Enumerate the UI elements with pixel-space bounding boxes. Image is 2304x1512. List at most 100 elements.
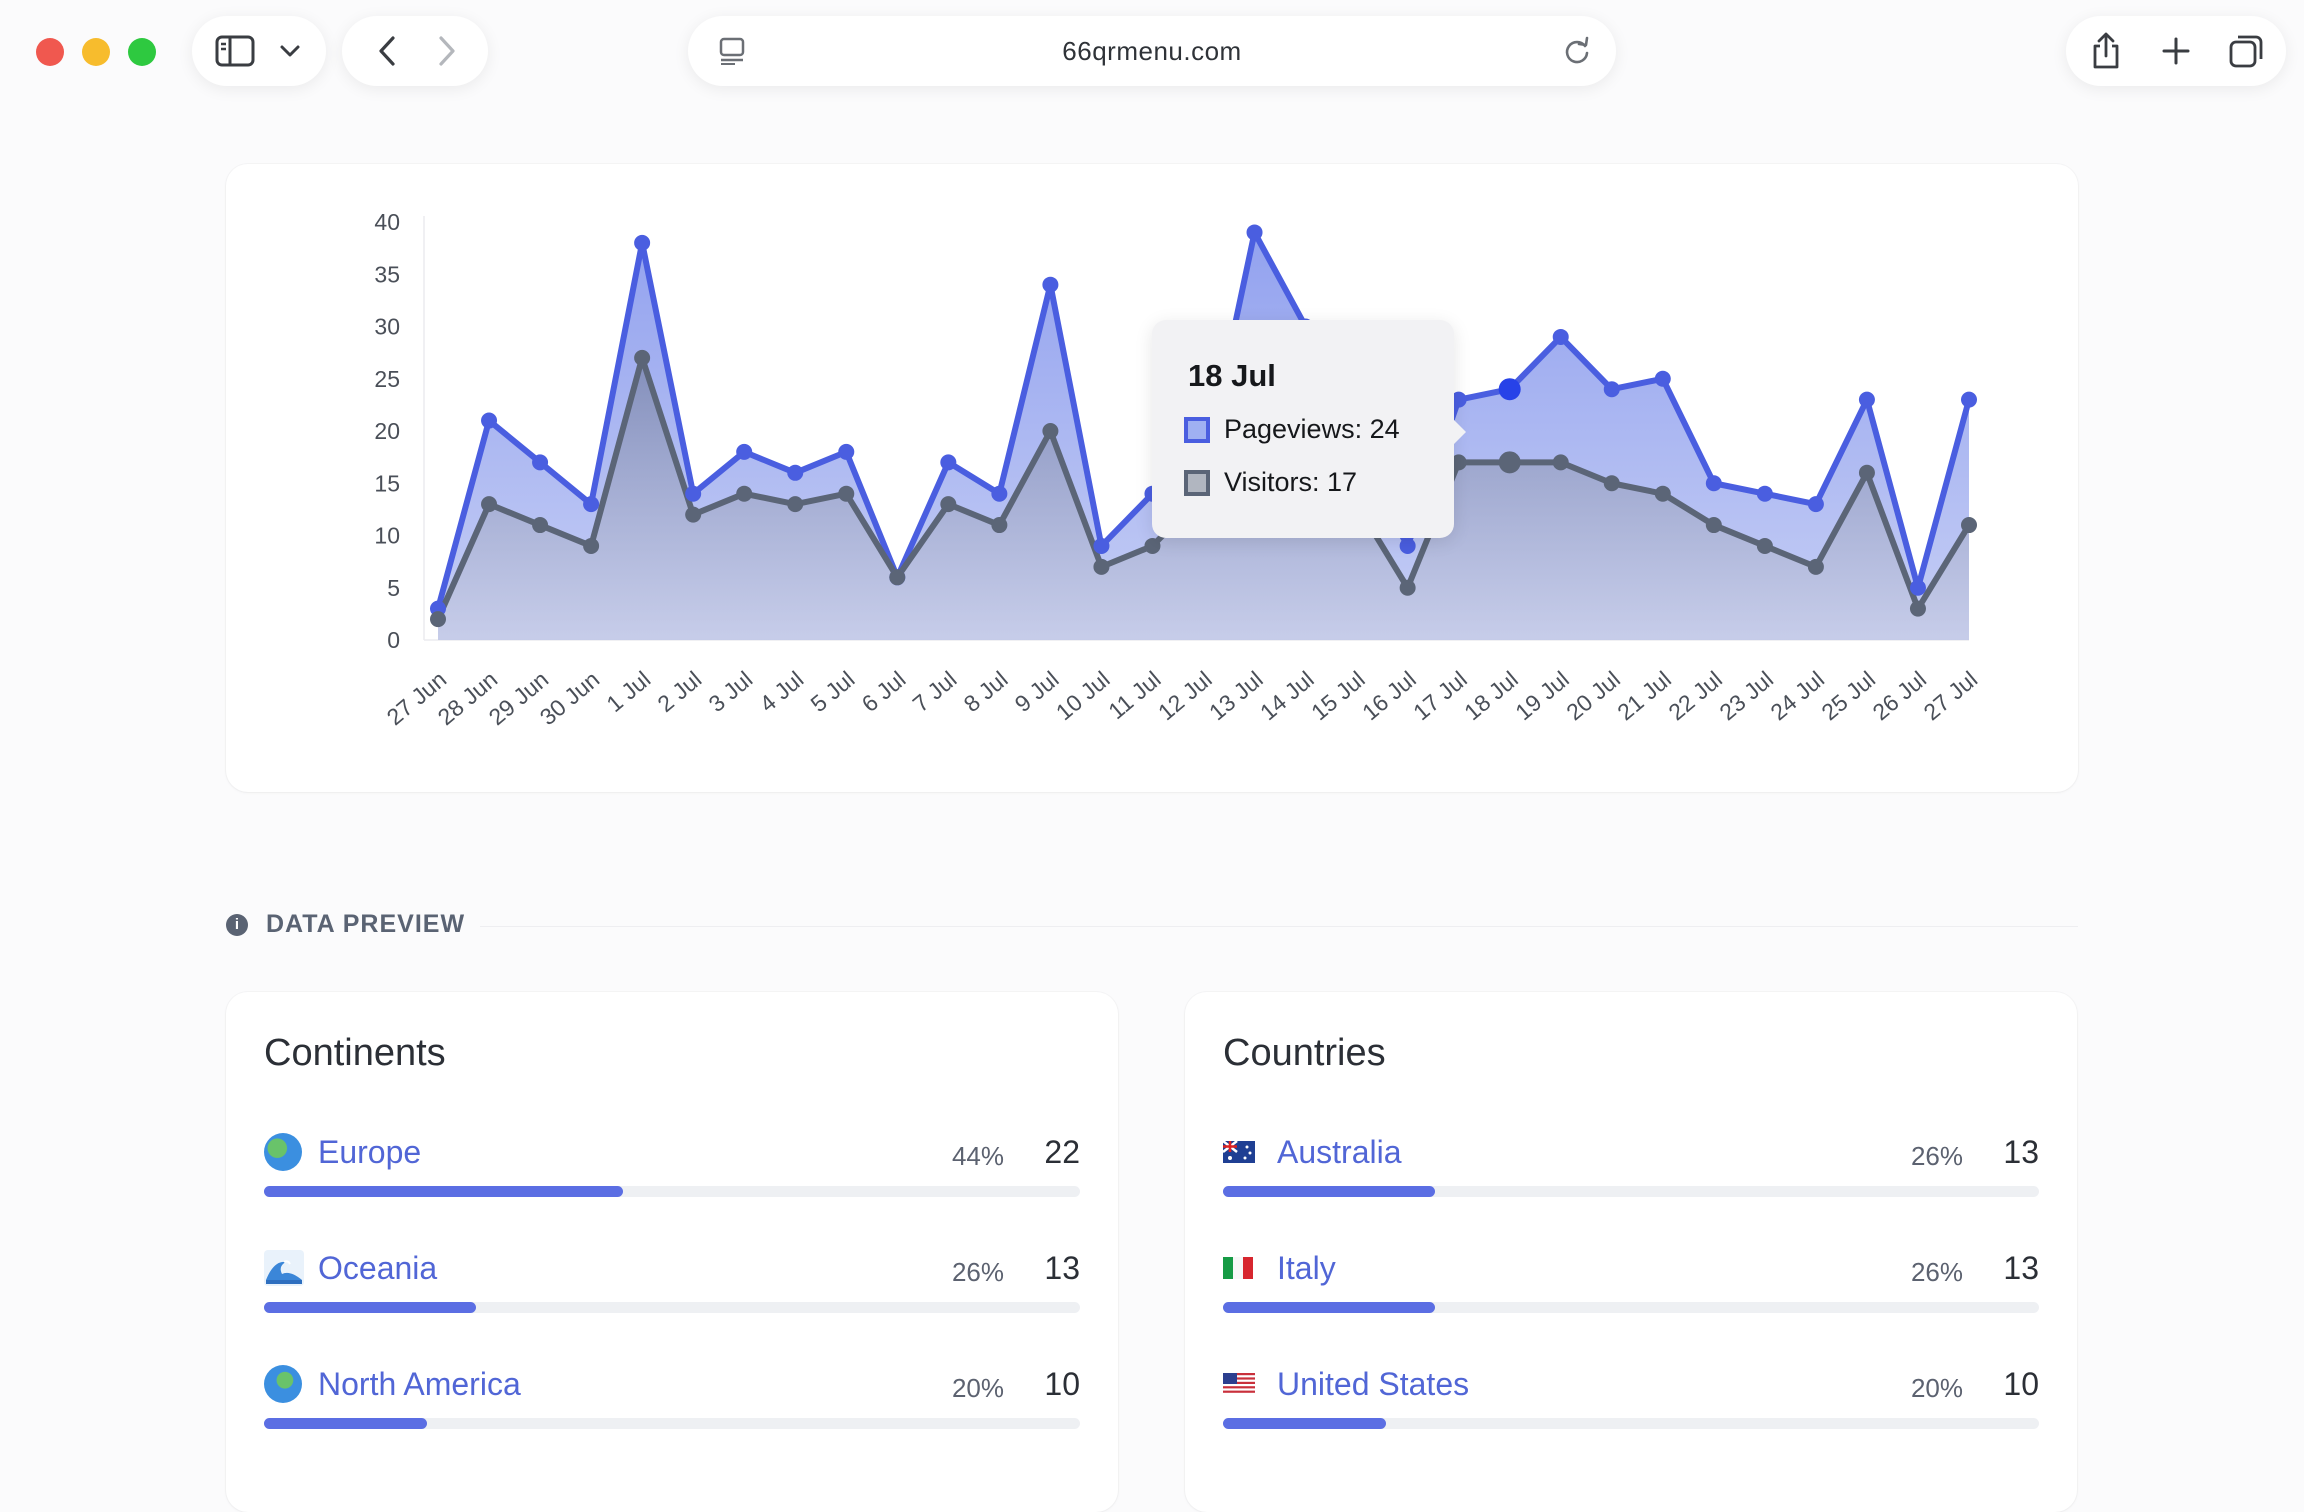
pageviews-point bbox=[787, 464, 804, 481]
x-tick-label: 6 Jul bbox=[857, 666, 911, 717]
flag-australia-icon bbox=[1223, 1132, 1255, 1172]
continent-count: 13 bbox=[1044, 1250, 1080, 1286]
x-tick-label: 22 Jul bbox=[1663, 666, 1727, 725]
countries-title: Countries bbox=[1223, 1032, 1386, 1074]
visitors-point bbox=[838, 485, 855, 502]
continent-count: 22 bbox=[1044, 1134, 1080, 1170]
country-percent: 26% bbox=[1910, 1141, 1963, 1171]
pageviews-point bbox=[1705, 475, 1722, 492]
y-tick-label: 40 bbox=[374, 209, 400, 235]
y-tick-label: 35 bbox=[374, 261, 400, 287]
tabs-icon[interactable] bbox=[2216, 16, 2276, 86]
country-label[interactable]: Australia bbox=[1277, 1134, 1402, 1170]
share-bar-track bbox=[1223, 1302, 2039, 1313]
x-tick-label: 3 Jul bbox=[703, 666, 757, 717]
sidebar-icon[interactable] bbox=[210, 16, 260, 86]
pageviews-point bbox=[1552, 328, 1569, 345]
minimize-window-button[interactable] bbox=[82, 38, 110, 66]
y-tick-label: 30 bbox=[374, 314, 400, 340]
x-tick-label: 19 Jul bbox=[1510, 666, 1574, 725]
x-tick-label: 1 Jul bbox=[601, 666, 655, 717]
section-title: DATA PREVIEW bbox=[266, 910, 466, 938]
continent-percent: 20% bbox=[951, 1373, 1004, 1403]
share-bar-track bbox=[264, 1302, 1080, 1313]
visitors-point bbox=[532, 517, 549, 534]
list-item[interactable]: Australia 26% 13 bbox=[1223, 1132, 2039, 1202]
pageviews-point bbox=[1756, 485, 1773, 502]
y-tick-label: 10 bbox=[374, 523, 400, 549]
visitors-point bbox=[430, 611, 446, 628]
x-tick-label: 5 Jul bbox=[806, 666, 860, 717]
data-preview-heading: i DATA PREVIEW bbox=[226, 910, 465, 939]
pageviews-point bbox=[685, 485, 702, 502]
visitors-point bbox=[1450, 454, 1467, 471]
flag-italy-icon bbox=[1223, 1248, 1253, 1288]
x-tick-label: 20 Jul bbox=[1561, 666, 1625, 725]
navigation-group bbox=[342, 16, 488, 86]
continent-label[interactable]: Europe bbox=[318, 1134, 422, 1170]
close-window-button[interactable] bbox=[36, 38, 64, 66]
x-tick-label: 30 Jun bbox=[535, 666, 605, 730]
x-tick-label: 4 Jul bbox=[755, 666, 809, 717]
country-label[interactable]: United States bbox=[1277, 1366, 1470, 1402]
x-tick-label: 24 Jul bbox=[1765, 666, 1829, 725]
y-tick-label: 5 bbox=[387, 575, 400, 601]
visitors-point bbox=[1756, 537, 1773, 554]
tooltip-date: 18 Jul bbox=[1188, 358, 1276, 393]
pageviews-point bbox=[1807, 496, 1824, 513]
pageviews-point bbox=[583, 496, 600, 513]
share-bar-track bbox=[264, 1418, 1080, 1429]
y-tick-label: 0 bbox=[387, 627, 400, 653]
visitors-swatch-icon bbox=[1184, 469, 1210, 496]
pageviews-point bbox=[532, 454, 549, 471]
x-tick-label: 25 Jul bbox=[1816, 666, 1880, 725]
chevron-down-icon[interactable] bbox=[270, 16, 310, 86]
share-bar-fill bbox=[1223, 1186, 1436, 1197]
share-bar-fill bbox=[264, 1186, 624, 1197]
visitors-point bbox=[736, 485, 753, 502]
country-count: 13 bbox=[2003, 1134, 2039, 1170]
forward-icon[interactable] bbox=[422, 16, 472, 86]
x-tick-label: 17 Jul bbox=[1408, 666, 1472, 725]
back-icon[interactable] bbox=[362, 16, 412, 86]
pageviews-point bbox=[1498, 378, 1521, 401]
zoom-window-button[interactable] bbox=[128, 38, 156, 66]
visitors-point bbox=[1144, 537, 1161, 554]
share-bar-fill bbox=[1223, 1418, 1387, 1429]
continent-label[interactable]: Oceania bbox=[318, 1250, 438, 1286]
x-tick-label: 2 Jul bbox=[652, 666, 706, 717]
pageviews-point bbox=[1042, 276, 1059, 293]
country-count: 10 bbox=[2003, 1366, 2039, 1402]
x-tick-label: 8 Jul bbox=[959, 666, 1013, 717]
y-tick-label: 20 bbox=[374, 418, 400, 444]
reader-icon[interactable] bbox=[702, 16, 762, 86]
pageviews-point bbox=[481, 412, 498, 429]
visitors-point bbox=[991, 517, 1008, 534]
list-item[interactable]: Europe 44% 22 bbox=[264, 1132, 1080, 1202]
list-item[interactable]: Oceania 26% 13 bbox=[264, 1248, 1080, 1318]
tooltip-visitors: Visitors: 17 bbox=[1224, 467, 1358, 497]
continents-card: Continents Europe 44% 22 Oceania 26% 13 … bbox=[226, 992, 1118, 1512]
visitors-point bbox=[583, 537, 600, 554]
list-item[interactable]: North America 20% 10 bbox=[264, 1364, 1080, 1434]
new-tab-icon[interactable] bbox=[2146, 16, 2206, 86]
share-bar-fill bbox=[264, 1418, 428, 1429]
list-item[interactable]: Italy 26% 13 bbox=[1223, 1248, 2039, 1318]
info-icon: i bbox=[226, 913, 248, 936]
x-tick-label: 16 Jul bbox=[1357, 666, 1421, 725]
reload-icon[interactable] bbox=[1552, 16, 1602, 86]
pageviews-point bbox=[634, 234, 651, 251]
continent-label[interactable]: North America bbox=[318, 1366, 521, 1402]
x-tick-label: 7 Jul bbox=[908, 666, 962, 717]
section-divider bbox=[480, 926, 2078, 927]
flag-united-states-icon bbox=[1223, 1364, 1255, 1404]
countries-card: Countries Australia 26% 13 Italy 26% 13 … bbox=[1185, 992, 2077, 1512]
address-bar[interactable]: 66qrmenu.com bbox=[688, 16, 1616, 86]
list-item[interactable]: United States 20% 10 bbox=[1223, 1364, 2039, 1434]
pageviews-point bbox=[991, 485, 1008, 502]
country-label[interactable]: Italy bbox=[1277, 1250, 1336, 1286]
visitors-point bbox=[1909, 600, 1926, 617]
wave-icon bbox=[264, 1248, 304, 1288]
visitors-point bbox=[1961, 517, 1977, 534]
share-icon[interactable] bbox=[2076, 16, 2136, 86]
